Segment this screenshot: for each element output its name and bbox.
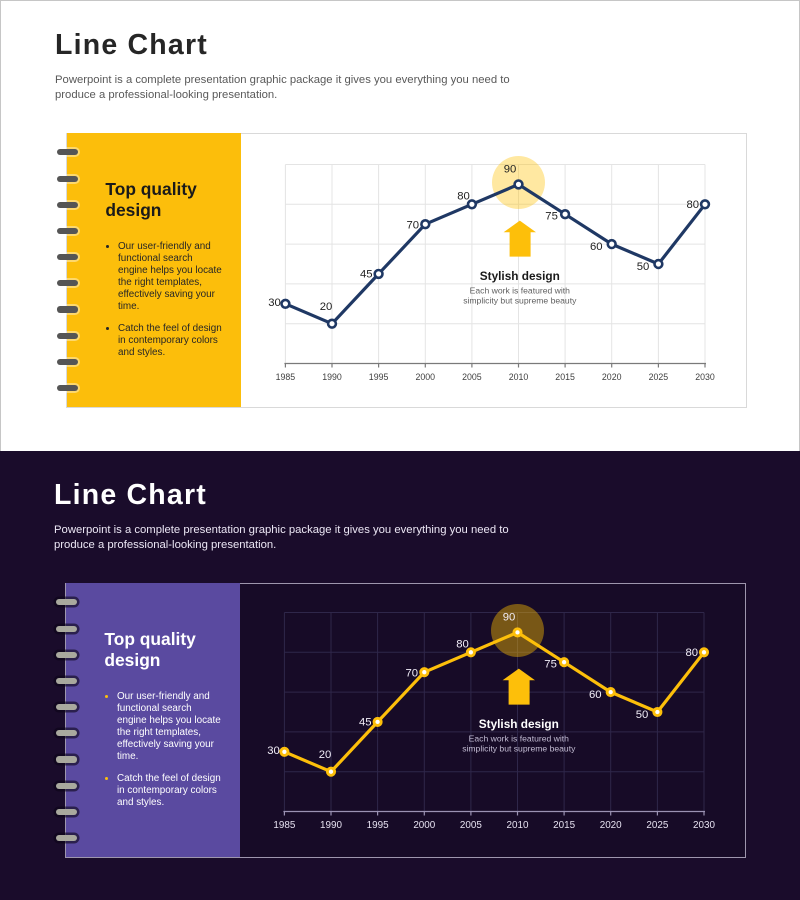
- svg-text:2005: 2005: [462, 372, 482, 382]
- svg-text:2030: 2030: [695, 372, 715, 382]
- svg-text:Stylish design: Stylish design: [480, 269, 560, 283]
- svg-text:50: 50: [637, 261, 650, 273]
- svg-text:1985: 1985: [273, 820, 295, 831]
- svg-text:1990: 1990: [322, 372, 342, 382]
- svg-text:45: 45: [360, 268, 373, 280]
- svg-text:1985: 1985: [276, 372, 296, 382]
- svg-text:45: 45: [359, 716, 372, 728]
- svg-text:2010: 2010: [507, 820, 529, 831]
- svg-text:simplicity but supreme beauty: simplicity but supreme beauty: [462, 743, 576, 753]
- svg-text:2015: 2015: [555, 372, 575, 382]
- svg-text:70: 70: [407, 220, 420, 232]
- svg-text:2000: 2000: [416, 372, 436, 382]
- svg-text:80: 80: [456, 638, 469, 650]
- svg-text:2020: 2020: [600, 820, 622, 831]
- svg-text:80: 80: [687, 199, 700, 211]
- svg-text:1995: 1995: [369, 372, 389, 382]
- svg-text:30: 30: [268, 297, 281, 309]
- svg-text:2000: 2000: [413, 820, 435, 831]
- svg-text:20: 20: [320, 301, 333, 313]
- svg-text:1995: 1995: [367, 820, 389, 831]
- svg-text:2005: 2005: [460, 820, 482, 831]
- svg-text:75: 75: [544, 659, 557, 671]
- svg-text:50: 50: [636, 709, 649, 721]
- svg-text:20: 20: [319, 749, 332, 761]
- svg-text:75: 75: [545, 211, 558, 223]
- svg-text:90: 90: [503, 611, 516, 623]
- svg-text:2025: 2025: [646, 820, 668, 831]
- svg-text:2015: 2015: [553, 820, 575, 831]
- svg-text:80: 80: [686, 647, 699, 659]
- svg-text:90: 90: [504, 163, 517, 175]
- svg-text:60: 60: [589, 689, 602, 701]
- svg-text:1990: 1990: [320, 820, 342, 831]
- svg-text:2030: 2030: [693, 820, 715, 831]
- svg-text:60: 60: [590, 241, 603, 253]
- svg-text:70: 70: [406, 668, 419, 680]
- svg-text:2020: 2020: [602, 372, 622, 382]
- svg-text:Each work is featured with: Each work is featured with: [470, 285, 571, 295]
- svg-text:2025: 2025: [649, 372, 669, 382]
- svg-text:80: 80: [457, 190, 470, 202]
- svg-text:30: 30: [267, 745, 280, 757]
- svg-text:Stylish design: Stylish design: [479, 717, 559, 731]
- svg-text:Each work is featured with: Each work is featured with: [469, 733, 570, 743]
- svg-text:2010: 2010: [509, 372, 529, 382]
- svg-text:simplicity but supreme beauty: simplicity but supreme beauty: [463, 295, 577, 305]
